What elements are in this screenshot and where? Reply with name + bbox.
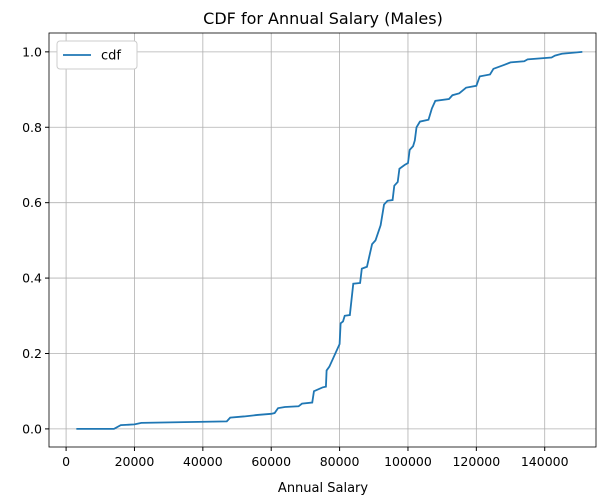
chart-title: CDF for Annual Salary (Males) [203,9,443,28]
x-axis-label: Annual Salary [278,481,368,496]
x-tick-label: 20000 [115,454,155,469]
x-tick-label: 140000 [521,454,569,469]
legend-label: cdf [101,49,121,64]
y-tick-label: 0.4 [22,271,42,286]
y-tick-label: 0.6 [22,195,42,210]
x-tick-label: 80000 [320,454,360,469]
x-tick-label: 60000 [251,454,291,469]
plot-frame [48,32,597,448]
y-tick-label: 0.8 [22,120,42,135]
legend-box [56,40,138,70]
x-tick-label: 0 [62,454,70,469]
line [76,50,583,430]
y-tick-label: 0.0 [22,421,42,436]
y-tick-label: 1.0 [22,44,42,59]
x-tick-label: 40000 [183,454,223,469]
y-tick-label: 0.2 [22,346,42,361]
x-tick-label: 120000 [452,454,500,469]
x-tick-label: 100000 [384,454,432,469]
